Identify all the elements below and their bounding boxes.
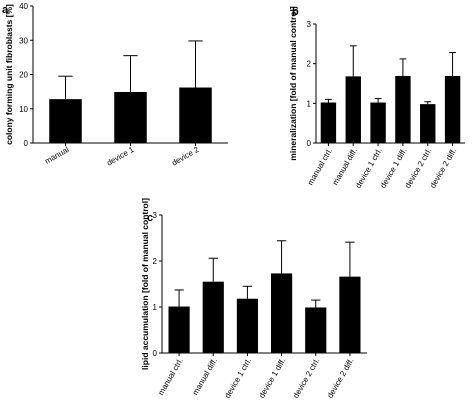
panel-c-y-tick-label: 2 bbox=[153, 257, 158, 266]
panel-a-bar bbox=[179, 87, 212, 143]
panel-b-y-axis-label: mineralization [fold of manual control] bbox=[288, 6, 298, 161]
chart-panel-a: a 0 10 20 30 40 colony forming unit fibroblast… bbox=[2, 2, 228, 168]
panel-b-bar bbox=[345, 76, 361, 143]
panel-c-bar bbox=[236, 298, 259, 353]
panel-b-bar bbox=[420, 104, 436, 143]
panel-b-y-tick-label: 3 bbox=[307, 20, 312, 29]
panel-a-bar bbox=[49, 99, 82, 143]
panel-a-y-tick-label: 30 bbox=[19, 36, 28, 45]
panel-c-y-tick-label: 0 bbox=[153, 349, 158, 358]
panel-c-category-label: device 1 diff. bbox=[257, 357, 287, 400]
chart-panel-b: b 0 1 2 3 mineralization [fold of manual cont… bbox=[288, 6, 465, 190]
panel-a-category-label: device 2 bbox=[170, 145, 201, 168]
panel-c-bar bbox=[202, 281, 224, 353]
panel-c-category-label: device 2 diff. bbox=[325, 357, 355, 400]
panel-c-category-label: device 2 ctrl. bbox=[291, 357, 321, 400]
panel-a-bar bbox=[114, 91, 147, 143]
panel-c-bar bbox=[339, 276, 361, 353]
panel-a-y-tick-label: 0 bbox=[24, 139, 29, 148]
panel-b-bar bbox=[370, 102, 386, 143]
panel-b-bar bbox=[444, 75, 461, 143]
panel-c-bar bbox=[270, 273, 293, 353]
panel-b-bar bbox=[395, 75, 411, 143]
panel-a-y-tick-label: 40 bbox=[19, 2, 28, 11]
panel-c-y-tick-label: 1 bbox=[153, 303, 158, 312]
panel-b-y-tick-label: 1 bbox=[307, 99, 312, 108]
panel-c-category-label: manual diff. bbox=[191, 357, 219, 397]
panel-a-category-label: manual bbox=[43, 145, 70, 166]
panel-c-letter: c bbox=[147, 212, 153, 224]
panel-b-y-tick-label: 0 bbox=[307, 139, 312, 148]
panel-a-y-tick-label: 20 bbox=[19, 71, 28, 80]
panel-b-category-label: device 2 diff. bbox=[428, 147, 458, 190]
panel-b-y-tick-label: 2 bbox=[307, 60, 312, 69]
panel-b-category-label: manual ctrl. bbox=[306, 147, 334, 187]
panel-a-y-axis-label: colony forming unit fibroblasts [%] bbox=[4, 4, 14, 145]
panel-a-y-tick-label: 10 bbox=[19, 105, 28, 114]
panel-b-letter: b bbox=[292, 6, 299, 18]
panel-b-category-label: manual diff. bbox=[331, 147, 359, 187]
panel-c-bar bbox=[305, 307, 327, 353]
panel-c-bar bbox=[168, 306, 190, 353]
panel-c-category-label: manual ctrl. bbox=[156, 357, 184, 397]
panel-b-bar bbox=[320, 102, 337, 143]
panel-c-y-tick-label: 3 bbox=[153, 211, 158, 220]
panel-c-category-label: device 1 ctrl. bbox=[223, 357, 253, 400]
panel-a-letter: a bbox=[2, 4, 9, 16]
panel-c-y-axis-label: lipid accumulation [fold of manual contr… bbox=[140, 198, 150, 370]
panel-a-category-label: device 1 bbox=[105, 145, 136, 168]
